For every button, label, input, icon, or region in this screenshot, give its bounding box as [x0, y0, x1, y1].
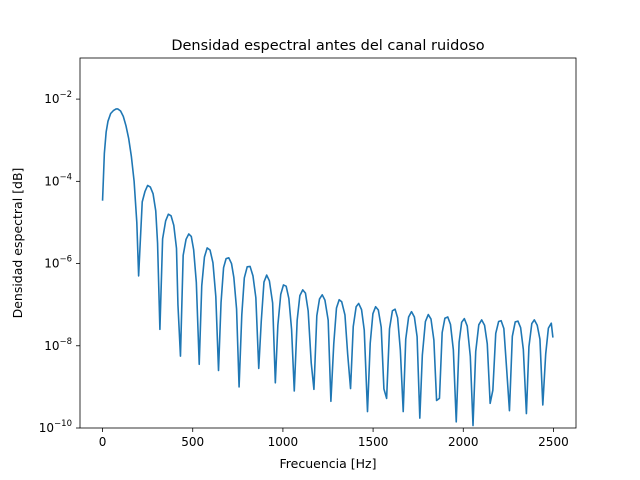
x-tick-label: 2500: [538, 435, 569, 449]
series-line: [101, 108, 554, 427]
y-tick-exponent: −8: [59, 337, 72, 347]
y-tick-base: 10: [44, 174, 59, 188]
y-tick-label: 10−8: [44, 337, 72, 353]
y-tick-label: 10−10: [39, 419, 72, 435]
plot-area: [80, 58, 576, 428]
x-tick-label: 1500: [358, 435, 389, 449]
chart-title: Densidad espectral antes del canal ruido…: [171, 38, 484, 54]
x-axis-ticks: 0 500 1000 1500 2000 2500: [99, 428, 569, 449]
x-tick-label: 2000: [448, 435, 479, 449]
x-tick-label: 500: [181, 435, 204, 449]
x-axis-label: Frecuencia [Hz]: [280, 456, 377, 471]
y-tick-base: 10: [39, 421, 54, 435]
y-axis-label: Densidad espectral [dB]: [10, 168, 25, 319]
y-tick-base: 10: [44, 339, 59, 353]
y-axis-ticks: 10−210−410−610−810−10: [39, 90, 80, 435]
y-tick-base: 10: [44, 257, 59, 271]
y-tick-exponent: −2: [59, 90, 72, 100]
y-tick-label: 10−2: [44, 90, 72, 106]
x-tick-label: 0: [99, 435, 107, 449]
x-tick-label: 1000: [268, 435, 299, 449]
y-tick-exponent: −10: [54, 419, 72, 429]
y-tick-label: 10−4: [44, 172, 72, 188]
y-tick-exponent: −4: [59, 172, 72, 182]
y-tick-label: 10−6: [44, 255, 72, 271]
y-tick-base: 10: [44, 92, 59, 106]
plot-frame: [79, 57, 577, 429]
y-tick-exponent: −6: [59, 255, 72, 265]
